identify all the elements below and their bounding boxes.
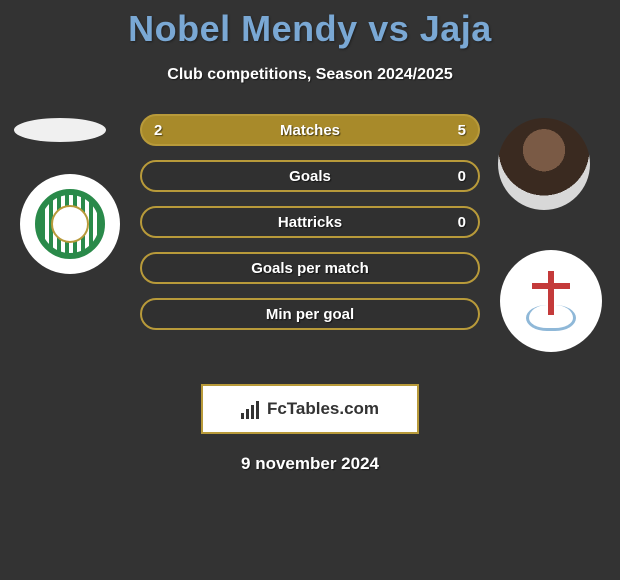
stat-row-goals-per-match: Goals per match bbox=[140, 252, 480, 284]
stat-row-goals: Goals 0 bbox=[140, 160, 480, 192]
player-right-club-badge bbox=[500, 250, 602, 352]
stat-row-matches: 2 Matches 5 bbox=[140, 114, 480, 146]
player-left-club-badge bbox=[20, 174, 120, 274]
comparison-title: Nobel Mendy vs Jaja bbox=[0, 0, 620, 50]
comparison-subtitle: Club competitions, Season 2024/2025 bbox=[0, 66, 620, 84]
stat-row-hattricks: Hattricks 0 bbox=[140, 206, 480, 238]
stat-label: Hattricks bbox=[278, 214, 342, 231]
bar-chart-icon bbox=[241, 399, 261, 419]
branding-box: FcTables.com bbox=[201, 384, 419, 434]
stat-right-value: 0 bbox=[458, 214, 466, 231]
player-left-avatar bbox=[14, 118, 106, 142]
infographic-date: 9 november 2024 bbox=[0, 454, 620, 474]
betis-badge-center-icon bbox=[51, 205, 89, 243]
stat-right-value: 5 bbox=[458, 122, 466, 139]
stat-label: Goals per match bbox=[251, 260, 369, 277]
stats-container: 2 Matches 5 Goals 0 Hattricks 0 Goals pe… bbox=[140, 114, 480, 344]
stat-left-value: 2 bbox=[154, 122, 162, 139]
stat-label: Matches bbox=[280, 122, 340, 139]
branding-text: FcTables.com bbox=[267, 399, 379, 419]
stat-row-min-per-goal: Min per goal bbox=[140, 298, 480, 330]
comparison-main: 2 Matches 5 Goals 0 Hattricks 0 Goals pe… bbox=[0, 114, 620, 374]
player-right-avatar bbox=[498, 118, 590, 210]
betis-badge-icon bbox=[35, 189, 105, 259]
stat-right-value: 0 bbox=[458, 168, 466, 185]
celta-badge-icon bbox=[526, 271, 576, 331]
stat-label: Goals bbox=[289, 168, 331, 185]
stat-label: Min per goal bbox=[266, 306, 354, 323]
